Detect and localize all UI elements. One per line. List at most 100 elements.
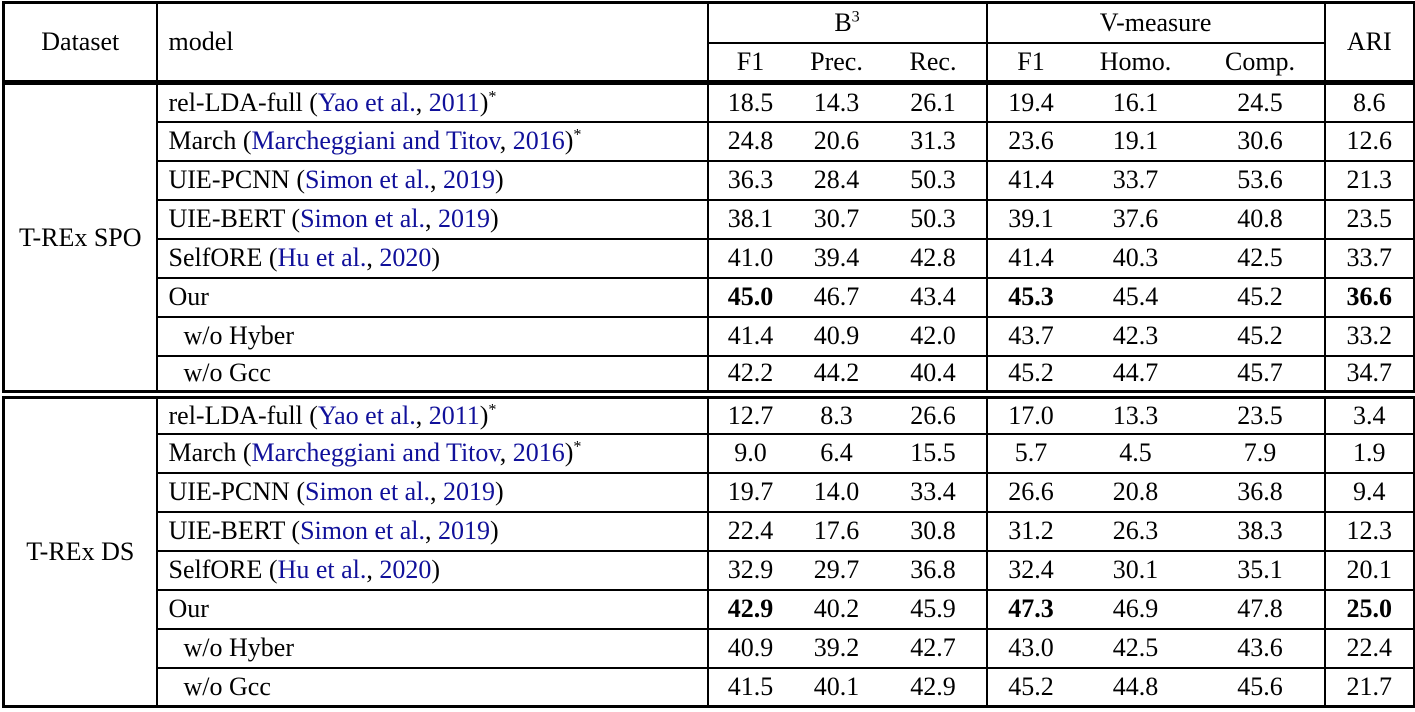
table-row: UIE-PCNN (Simon et al., 2019) 19.7 14.0 33.…: [4, 471, 1415, 512]
value-cell: 8.3: [792, 390, 881, 434]
value-cell: 23.5: [1196, 390, 1325, 434]
model-name: UIE-BERT: [168, 204, 285, 233]
value-cell: 43.4: [880, 276, 987, 317]
value-cell: 39.1: [985, 198, 1075, 239]
value-cell: 45.2: [985, 666, 1075, 707]
value-cell: 46.9: [1074, 588, 1197, 629]
citation-link-authors[interactable]: Hu et al.: [277, 243, 367, 272]
value-cell: 32.4: [985, 549, 1075, 590]
citation-link-year[interactable]: 2016: [512, 126, 565, 155]
value-cell: 15.5: [880, 432, 987, 473]
column-header-v-f1: F1: [985, 41, 1075, 83]
value-cell: 42.5: [1196, 237, 1325, 278]
value-cell: 20.1: [1323, 549, 1415, 590]
dataset-label: T-REx DS: [3, 390, 157, 707]
value-cell: 4.5: [1074, 432, 1197, 473]
value-cell: 5.7: [985, 432, 1075, 473]
value-cell: 30.8: [880, 510, 987, 551]
table-row: UIE-PCNN (Simon et al., 2019) 36.3 28.4 50.…: [4, 159, 1415, 200]
citation-link-authors[interactable]: Hu et al.: [277, 555, 367, 584]
table-row: SelfORE (Hu et al., 2020) 41.0 39.4 42.8 41.…: [4, 237, 1415, 278]
model-cell: UIE-BERT (Simon et al., 2019): [155, 510, 708, 551]
value-cell: 41.5: [706, 666, 793, 707]
citation-link-authors[interactable]: Marcheggiani and Titov: [251, 438, 500, 467]
value-cell: 37.6: [1074, 198, 1197, 239]
value-cell: 42.9: [706, 588, 793, 629]
citation-link-authors[interactable]: Simon et al.: [300, 516, 425, 545]
value-cell: 53.6: [1196, 159, 1325, 200]
value-cell: 40.9: [706, 627, 793, 668]
citation-link-authors[interactable]: Yao et al.: [317, 87, 416, 117]
citation-link-authors[interactable]: Simon et al.: [305, 477, 430, 506]
model-name: UIE-PCNN: [168, 477, 290, 506]
model-name: SelfORE: [168, 555, 263, 584]
value-cell: 30.1: [1074, 549, 1197, 590]
table-row: w/o Gcc 42.2 44.2 40.4 45.2 44.7 45.7 34.7: [4, 354, 1415, 395]
value-cell: 12.7: [706, 390, 793, 434]
value-cell: 19.1: [1074, 120, 1197, 161]
value-cell: 44.8: [1074, 666, 1197, 707]
model-name: w/o Hyber: [183, 633, 294, 662]
value-cell: 24.8: [706, 120, 793, 161]
value-cell: 26.1: [880, 80, 987, 122]
column-header-model: model: [155, 2, 708, 83]
citation-link-year[interactable]: 2019: [438, 516, 490, 545]
citation-link-year[interactable]: 2020: [379, 555, 432, 584]
value-cell: 42.7: [880, 627, 987, 668]
value-cell: 36.8: [880, 549, 987, 590]
citation-link-year[interactable]: 2016: [512, 438, 565, 467]
citation-link-year[interactable]: 2011: [428, 87, 480, 117]
table-row: T-REx SPO rel-LDA-full (Yao et al., 2011)…: [3, 80, 1415, 395]
table-body: T-REx SPO rel-LDA-full (Yao et al., 2011)…: [3, 80, 1415, 707]
citation-link-year[interactable]: 2020: [379, 243, 432, 272]
citation-link-year[interactable]: 2019: [442, 477, 495, 506]
table-row: w/o Hyber 41.4 40.9 42.0 43.7 42.3 45.2 33.2: [4, 315, 1415, 356]
model-cell: SelfORE (Hu et al., 2020): [155, 237, 708, 278]
value-cell: 40.9: [792, 315, 881, 356]
model-name: w/o Gcc: [183, 358, 271, 388]
value-cell: 45.4: [1074, 276, 1197, 317]
column-header-v-comp: Comp.: [1196, 41, 1325, 83]
value-cell: 45.7: [1196, 354, 1325, 395]
value-cell: 41.0: [706, 237, 793, 278]
value-cell: 33.7: [1074, 159, 1197, 200]
citation-link-authors[interactable]: Yao et al.: [317, 400, 416, 430]
model-name: UIE-PCNN: [168, 165, 290, 194]
value-cell: 26.3: [1074, 510, 1197, 551]
citation-link-authors[interactable]: Simon et al.: [300, 204, 425, 233]
citation-link-authors[interactable]: Marcheggiani and Titov: [251, 126, 500, 155]
citation-link-authors[interactable]: Simon et al.: [305, 165, 430, 194]
dataset-label: T-REx SPO: [3, 80, 157, 395]
value-cell: 28.4: [792, 159, 881, 200]
column-group-vmeasure: V-measure: [985, 2, 1325, 43]
table-row: Our 42.9 40.2 45.9 47.3 46.9 47.8 25.0: [4, 588, 1415, 629]
value-cell: 24.5: [1196, 80, 1325, 122]
citation-link-year[interactable]: 2011: [428, 400, 480, 430]
value-cell: 45.6: [1196, 666, 1325, 707]
b3-label: B: [834, 7, 852, 37]
model-cell: UIE-PCNN (Simon et al., 2019): [155, 159, 708, 200]
value-cell: 43.0: [985, 627, 1075, 668]
value-cell: 42.8: [880, 237, 987, 278]
value-cell: 21.7: [1323, 666, 1415, 707]
citation-link-year[interactable]: 2019: [438, 204, 490, 233]
citation-link-year[interactable]: 2019: [442, 165, 495, 194]
model-name: SelfORE: [168, 243, 263, 272]
value-cell: 50.3: [880, 159, 987, 200]
value-cell: 17.0: [985, 390, 1075, 434]
value-cell: 40.3: [1074, 237, 1197, 278]
value-cell: 45.2: [1196, 315, 1325, 356]
model-cell: w/o Hyber: [155, 627, 708, 668]
header-row-subcolumns: F1 Prec. Rec. F1 Homo. Comp.: [4, 41, 1415, 83]
value-cell: 20.8: [1074, 471, 1197, 512]
model-cell: March (Marcheggiani and Titov, 2016)*: [155, 432, 708, 473]
header-row-groups: Dataset model B3 V-measure ARI: [4, 2, 1415, 83]
column-header-b3-prec: Prec.: [792, 41, 881, 83]
value-cell: 12.6: [1323, 120, 1415, 161]
asterisk-marker: *: [488, 88, 497, 106]
column-header-b3-rec: Rec.: [880, 41, 987, 83]
model-name: March: [168, 438, 237, 467]
value-cell: 36.6: [1323, 276, 1415, 317]
model-cell: w/o Hyber: [155, 315, 708, 356]
